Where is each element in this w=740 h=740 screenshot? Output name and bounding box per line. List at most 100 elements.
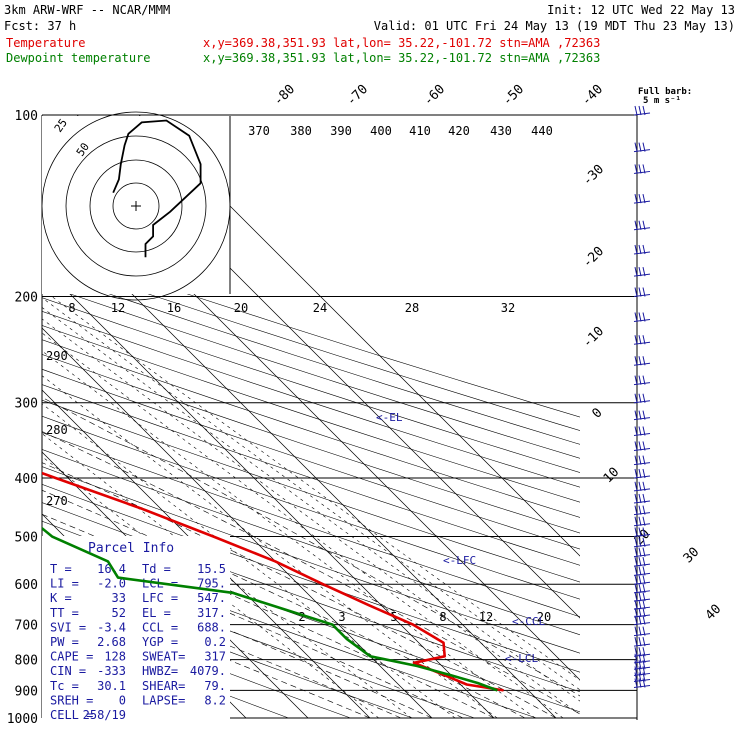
- wind-barb-420-flag-0: [634, 481, 638, 491]
- dry-adiabat-420: [42, 325, 580, 503]
- isotherm-label--80: -80: [271, 82, 298, 109]
- parcel-info-cell-3-3: 317.: [197, 606, 226, 620]
- dry-adiabat-380: [42, 384, 580, 566]
- parcel-info-cell-5-1: 2.68: [97, 635, 126, 649]
- parcel-info-cell-0-3: 15.5: [197, 562, 226, 576]
- dry-adiabat-440: [42, 297, 580, 473]
- wind-barb-260-flag-2: [642, 356, 646, 366]
- wind-barb-400-flag-1: [638, 468, 642, 479]
- wind-barb-700-flag-2: [642, 615, 646, 625]
- parcel-info-cell-8-1: 30.1: [97, 679, 126, 693]
- legend-temperature-name: Temperature: [6, 36, 85, 50]
- dry-adiabat-370: [42, 399, 580, 583]
- pressure-label-800: 800: [15, 654, 38, 669]
- dry-adiabat-470: [42, 257, 580, 431]
- parcel-info-cell-7-2: HWBZ=: [142, 664, 178, 678]
- wind-barb-620-flag-2: [642, 583, 646, 593]
- wind-barb-140-flag-2: [642, 194, 646, 204]
- dry-adiabat-350: [42, 432, 580, 618]
- lcl-marker: <-LCL: [505, 652, 538, 665]
- wind-barb-320-flag-0: [634, 410, 638, 420]
- wind-barb-185-flag-0: [634, 266, 638, 277]
- parcel-info-cell-10-1: 258/19: [83, 708, 126, 722]
- moist-adiabat-10: [42, 513, 495, 719]
- wind-barb-280-flag-0: [634, 375, 638, 385]
- parcel-info-cell-8-0: Tc =: [50, 679, 79, 693]
- mixing-ratio-lower-label-2: 2: [298, 610, 305, 624]
- wind-barb-260-flag-1: [638, 356, 642, 366]
- isotherm-label-10: 10: [601, 465, 623, 487]
- hodograph-ring-3: [65, 135, 207, 277]
- wind-barb-700-flag-1: [638, 615, 642, 625]
- theta-left-label-290: 290: [46, 349, 68, 363]
- parcel-info-cell-4-0: SVI =: [50, 620, 86, 634]
- wind-barb-850-flag-2: [642, 666, 646, 676]
- theta-top-label-420: 420: [448, 124, 470, 138]
- hodograph-ring-1: [112, 182, 160, 230]
- theta-top-label-380: 380: [290, 124, 312, 138]
- pressure-label-700: 700: [15, 619, 38, 634]
- wind-barb-300-flag-0: [634, 393, 638, 403]
- wind-barb-170-flag-0: [634, 244, 638, 255]
- parcel-info-panel: Parcel Info T = 16.4 Td = 15.5LI = -2.0 LCL =…: [42, 536, 230, 722]
- wind-barb-730-flag-2: [642, 626, 646, 636]
- wind-barb-300-flag-1: [638, 393, 642, 403]
- el-marker: <-EL: [376, 411, 403, 424]
- mixing-ratio-label-24: 24: [313, 301, 327, 315]
- parcel-info-cell-4-2: CCL =: [142, 620, 178, 634]
- wind-barb-440-flag-0: [634, 493, 638, 504]
- wind-barb-240-flag-1: [638, 335, 642, 345]
- wind-barbs: [633, 105, 651, 688]
- pressure-label-1000: 1000: [7, 712, 38, 727]
- theta-top-label-440: 440: [531, 124, 553, 138]
- theta-top-label-390: 390: [330, 124, 352, 138]
- wind-barb-360-flag-1: [638, 441, 642, 451]
- wind-barb-790-flag-2: [642, 647, 646, 657]
- wind-barb-100-flag-2: [642, 105, 646, 116]
- wind-barb-870-flag-0: [634, 672, 638, 682]
- wind-barb-360-flag-2: [642, 441, 646, 451]
- mixing-ratio-lower-label-3: 3: [338, 610, 345, 624]
- isotherm-50: [138, 115, 580, 557]
- wind-barb-480-flag-0: [634, 516, 638, 526]
- parcel-info-cell-9-1: 0: [119, 693, 126, 707]
- dry-adiabat-460: [42, 270, 580, 445]
- pressure-label-300: 300: [15, 397, 38, 412]
- wind-barb-680-flag-2: [642, 607, 646, 618]
- wind-barb-810-flag-2: [642, 653, 646, 663]
- wind-barb-115-flag-2: [642, 142, 646, 152]
- legend-dewpoint-name: Dewpoint temperature: [6, 51, 151, 65]
- isotherm-label-40: 40: [703, 602, 725, 624]
- wind-barb-830-flag-2: [642, 660, 646, 670]
- wind-barb-600-flag-0: [634, 575, 638, 585]
- hodograph-ring-2: [89, 159, 183, 253]
- parcel-info-cell-1-1: -2.0: [97, 577, 126, 591]
- dry-adiabat-480: [42, 244, 580, 418]
- wind-barb-660-flag-1: [638, 600, 642, 610]
- wind-barb-700-flag-0: [634, 615, 638, 625]
- parcel-info-cell-6-2: SWEAT=: [142, 650, 185, 664]
- isotherm--10: [42, 389, 371, 719]
- wind-barb-850-flag-0: [634, 666, 638, 676]
- wind-barb-830-flag-0: [634, 660, 638, 670]
- wind-barb-580-flag-2: [642, 566, 646, 576]
- wind-barb-340-flag-0: [634, 426, 638, 436]
- header-valid-time: Valid: 01 UTC Fri 24 May 13 (19 MDT Thu …: [374, 19, 735, 33]
- pressure-label-900: 900: [15, 684, 38, 699]
- isotherm-label--50: -50: [500, 82, 527, 109]
- wind-barb-125-flag-2: [642, 164, 646, 174]
- wind-barb-460-flag-2: [642, 505, 646, 515]
- sounding-traces: [42, 471, 504, 692]
- dry-adiabat-330: [42, 466, 580, 654]
- wind-barb-280-flag-2: [642, 375, 646, 385]
- parcel-info-cell-6-3: 317: [204, 650, 226, 664]
- dry-adiabat-340: [42, 449, 580, 636]
- wind-barb-220-flag-2: [642, 312, 646, 322]
- parcel-info-cell-2-2: LFC =: [142, 591, 178, 605]
- isotherm-label-20: 20: [632, 527, 654, 549]
- wind-barb-155-flag-1: [638, 220, 642, 230]
- isotherm-label--20: -20: [580, 244, 607, 271]
- wind-barb-140-flag-0: [634, 194, 638, 204]
